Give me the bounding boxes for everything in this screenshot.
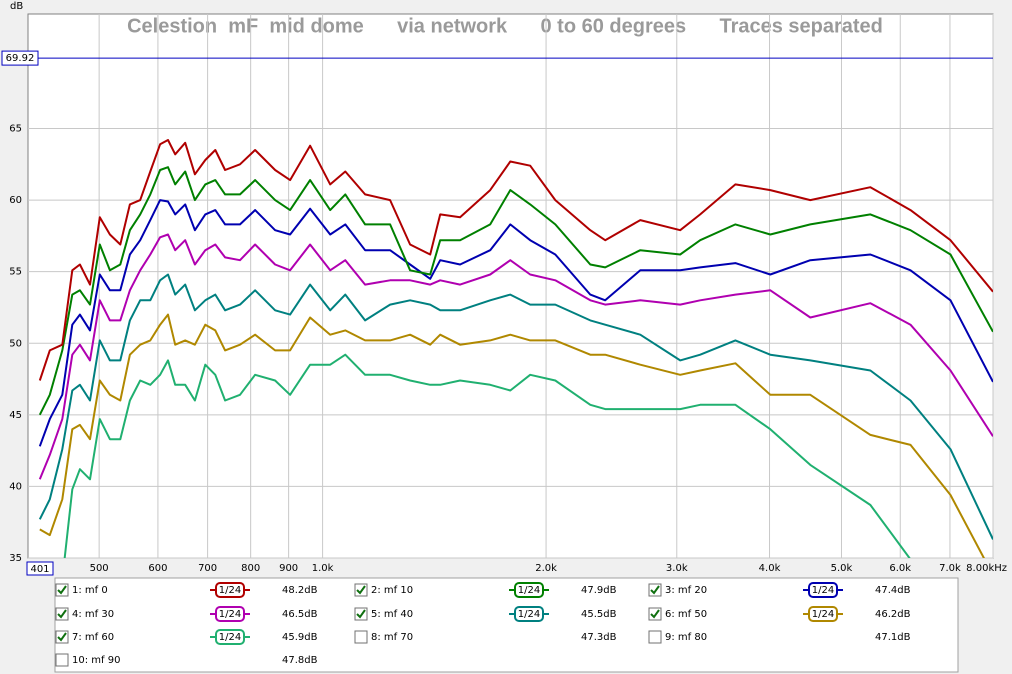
trace <box>38 199 993 447</box>
y-tick-label: 40 <box>9 481 22 492</box>
smoothing-button[interactable] <box>808 606 838 622</box>
legend-name: 9: mf 80 <box>665 632 707 643</box>
smoothing-label: 1/24 <box>219 609 241 620</box>
traces <box>38 139 993 558</box>
smoothing-button[interactable] <box>215 582 245 598</box>
legend-name: 7: mf 60 <box>72 632 114 643</box>
checkmark <box>650 585 660 595</box>
cursor-label: 69.92 <box>6 53 35 64</box>
legend-level: 46.2dB <box>875 609 911 620</box>
checkmark <box>356 585 366 595</box>
legend-checkbox[interactable] <box>354 630 368 644</box>
legend-level: 45.5dB <box>581 609 617 620</box>
x-tick-label: 2.0k <box>535 563 557 574</box>
legend-level: 47.1dB <box>875 632 911 643</box>
y-tick-label: 45 <box>9 410 22 421</box>
x-tick-label: 8.00kHz <box>966 563 1007 574</box>
y-tick-label: 60 <box>9 195 22 206</box>
smoothing-button[interactable] <box>215 606 245 622</box>
legend-name: 2: mf 10 <box>371 585 413 596</box>
legend-box <box>54 577 959 673</box>
x-tick-label: 3.0k <box>666 563 688 574</box>
smoothing-label: 1/24 <box>219 632 241 643</box>
smoothing-label: 1/24 <box>518 585 540 596</box>
plot-area <box>27 13 994 559</box>
smoothing-button[interactable] <box>514 606 544 622</box>
x-tick-label: 500 <box>90 563 109 574</box>
legend-name: 10: mf 90 <box>72 655 120 666</box>
smoothing-label: 1/24 <box>812 585 834 596</box>
trace <box>38 273 993 540</box>
legend-name: 6: mf 50 <box>665 609 707 620</box>
cursor-box <box>1 50 39 66</box>
x-start-box <box>26 561 54 576</box>
x-tick-label: 6.0k <box>889 563 911 574</box>
trace <box>38 233 993 480</box>
y-tick-label: 65 <box>9 124 22 135</box>
checkmark <box>650 609 660 619</box>
smoothing-button[interactable] <box>514 582 544 598</box>
legend-level: 45.9dB <box>282 632 318 643</box>
x-tick-label: 700 <box>198 563 217 574</box>
legend-level: 48.2dB <box>282 585 318 596</box>
y-axis-label: dB <box>10 1 23 12</box>
x-tick-label: 1.0k <box>312 563 334 574</box>
x-start-label: 401 <box>30 564 49 575</box>
y-tick-label: 55 <box>9 267 22 278</box>
trace <box>38 139 993 381</box>
trace <box>38 166 993 416</box>
trace <box>39 313 986 558</box>
legend-name: 4: mf 30 <box>72 609 114 620</box>
x-tick-label: 900 <box>279 563 298 574</box>
x-tick-label: 7.0k <box>939 563 961 574</box>
legend-name: 8: mf 70 <box>371 632 413 643</box>
legend-checkbox[interactable] <box>648 630 662 644</box>
checkmark <box>356 609 366 619</box>
legend-checkbox[interactable] <box>55 653 69 667</box>
checkmark <box>57 585 67 595</box>
smoothing-label: 1/24 <box>518 609 540 620</box>
smoothing-label: 1/24 <box>812 609 834 620</box>
chart-title: Celestion mF mid dome via network 0 to 6… <box>127 15 883 37</box>
y-tick-label: 35 <box>9 553 22 564</box>
x-tick-label: 600 <box>148 563 167 574</box>
trace <box>63 353 911 558</box>
x-tick-label: 4.0k <box>759 563 781 574</box>
legend-level: 47.9dB <box>581 585 617 596</box>
legend-level: 47.8dB <box>282 655 318 666</box>
checkmark <box>57 609 67 619</box>
legend-name: 1: mf 0 <box>72 585 108 596</box>
legend-level: 47.4dB <box>875 585 911 596</box>
smoothing-label: 1/24 <box>219 585 241 596</box>
x-tick-label: 800 <box>241 563 260 574</box>
x-tick-label: 5.0k <box>831 563 853 574</box>
legend-name: 3: mf 20 <box>665 585 707 596</box>
smoothing-button[interactable] <box>215 629 245 645</box>
y-tick-label: 50 <box>9 338 22 349</box>
smoothing-button[interactable] <box>808 582 838 598</box>
legend-level: 47.3dB <box>581 632 617 643</box>
legend-name: 5: mf 40 <box>371 609 413 620</box>
checkmark <box>57 632 67 642</box>
legend-level: 46.5dB <box>282 609 318 620</box>
